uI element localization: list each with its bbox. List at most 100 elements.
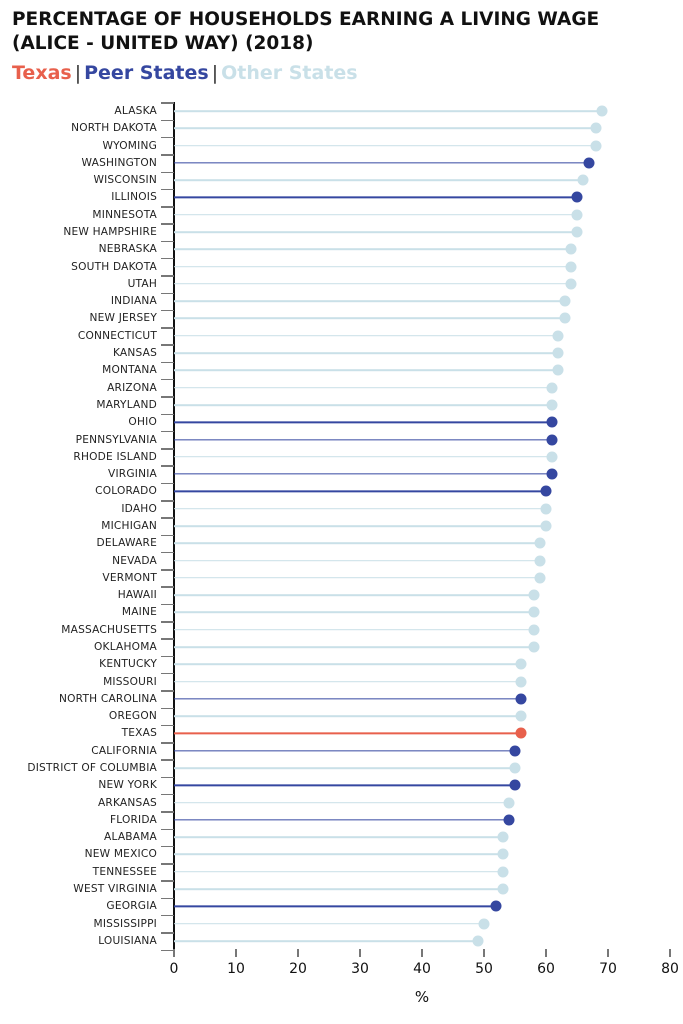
y-tick-mark — [161, 603, 174, 606]
y-tick-mark — [161, 707, 174, 709]
y-tick-mark — [161, 759, 174, 761]
y-tick-mark — [161, 534, 174, 537]
y-tick-mark — [161, 517, 174, 519]
y-tick-mark — [161, 724, 174, 727]
y-tick-mark — [161, 500, 174, 502]
lollipop-stem — [174, 386, 553, 389]
lollipop-stem — [174, 628, 534, 631]
lollipop-dot — [540, 485, 552, 497]
y-tick-mark — [161, 413, 174, 416]
x-tick-label: 0 — [169, 961, 179, 977]
x-tick-label: 70 — [599, 961, 617, 977]
x-axis-label: % — [414, 988, 430, 1006]
x-tick-mark — [607, 949, 609, 957]
y-tick-label: NORTH DAKOTA — [71, 122, 157, 135]
y-tick-mark — [161, 586, 174, 588]
lollipop-stem — [174, 525, 546, 527]
y-tick-label: ARKANSAS — [97, 796, 157, 809]
lollipop-dot — [472, 935, 484, 947]
lollipop-dot — [571, 191, 583, 203]
y-tick-mark — [161, 154, 174, 156]
y-tick-mark — [161, 119, 174, 122]
lollipop-dot — [546, 468, 558, 480]
lollipop-dot — [528, 641, 540, 653]
y-tick-mark — [161, 880, 174, 882]
lollipop-stem — [174, 196, 577, 199]
y-tick-mark — [161, 223, 174, 225]
x-tick-label: 30 — [351, 961, 369, 977]
y-tick-label: NEW YORK — [98, 779, 157, 792]
lollipop-stem — [174, 334, 559, 337]
lollipop-dot — [515, 693, 527, 705]
lollipop-dot — [596, 105, 608, 117]
lollipop-dot — [552, 347, 564, 359]
lollipop-dot — [571, 209, 583, 221]
y-tick-mark — [161, 327, 174, 329]
lollipop-dot — [497, 831, 509, 843]
y-tick-label: ALASKA — [114, 105, 157, 117]
lollipop-stem — [174, 715, 522, 717]
lollipop-stem — [174, 110, 602, 112]
lollipop-stem — [174, 369, 559, 372]
y-tick-label: PENNSYLVANIA — [75, 433, 157, 446]
lollipop-stem — [174, 559, 540, 562]
y-tick-mark — [161, 897, 174, 900]
lollipop-dot — [534, 572, 546, 584]
lollipop-dot — [515, 658, 527, 670]
y-tick-label: COLORADO — [95, 485, 157, 498]
lollipop-stem — [174, 611, 534, 614]
x-tick-label: 20 — [289, 961, 307, 977]
y-tick-mark — [161, 863, 174, 865]
lollipop-dot — [552, 330, 564, 342]
y-tick-label: MICHIGAN — [101, 519, 157, 532]
y-tick-mark — [161, 655, 174, 658]
lollipop-dot — [478, 918, 490, 930]
lollipop-stem — [174, 767, 515, 769]
x-tick-label: 50 — [475, 961, 493, 977]
lollipop-dot — [559, 312, 571, 324]
y-tick-label: NEBRASKA — [98, 243, 157, 256]
y-tick-label: MINNESOTA — [92, 208, 157, 221]
y-tick-label: CALIFORNIA — [91, 744, 157, 757]
y-tick-mark — [161, 292, 174, 295]
lollipop-dot — [497, 883, 509, 895]
lollipop-stem — [174, 404, 553, 406]
lollipop-stem — [174, 265, 571, 268]
y-tick-label: TENNESSEE — [92, 865, 157, 878]
y-tick-label: INDIANA — [110, 295, 157, 308]
x-tick-mark — [545, 949, 547, 957]
y-tick-label: MASSACHUSETTS — [61, 623, 157, 636]
lollipop-stem — [174, 784, 515, 786]
x-tick-label: 40 — [413, 961, 431, 977]
y-tick-label: WEST VIRGINIA — [73, 883, 157, 896]
lollipop-dot — [577, 174, 589, 186]
x-tick-mark — [235, 949, 237, 957]
lollipop-dot — [565, 278, 577, 290]
y-tick-mark — [161, 690, 174, 692]
y-tick-mark — [161, 240, 174, 243]
y-tick-mark — [161, 551, 174, 554]
y-tick-label: ALABAMA — [104, 831, 157, 844]
y-tick-mark — [161, 257, 174, 260]
lollipop-stem — [174, 473, 553, 475]
y-tick-label: GEORGIA — [106, 900, 157, 913]
lollipop-stem — [174, 646, 534, 648]
lollipop-dot — [515, 727, 527, 739]
y-tick-mark — [161, 828, 174, 831]
lollipop-stem — [174, 888, 503, 890]
y-tick-label: MAINE — [121, 606, 157, 619]
y-tick-mark — [161, 638, 174, 640]
y-tick-label: KANSAS — [112, 347, 157, 360]
y-tick-label: MARYLAND — [96, 398, 157, 411]
lollipop-stem — [174, 352, 559, 354]
lollipop-dot — [565, 261, 577, 273]
lollipop-dot — [590, 122, 602, 134]
lollipop-dot — [552, 364, 564, 376]
lollipop-stem — [174, 283, 571, 285]
lollipop-dot — [509, 745, 521, 757]
y-tick-label: NEVADA — [112, 554, 157, 567]
y-tick-mark — [161, 932, 174, 934]
lollipop-dot — [565, 243, 577, 255]
lollipop-stem — [174, 162, 590, 164]
x-tick-label: 80 — [661, 961, 679, 977]
